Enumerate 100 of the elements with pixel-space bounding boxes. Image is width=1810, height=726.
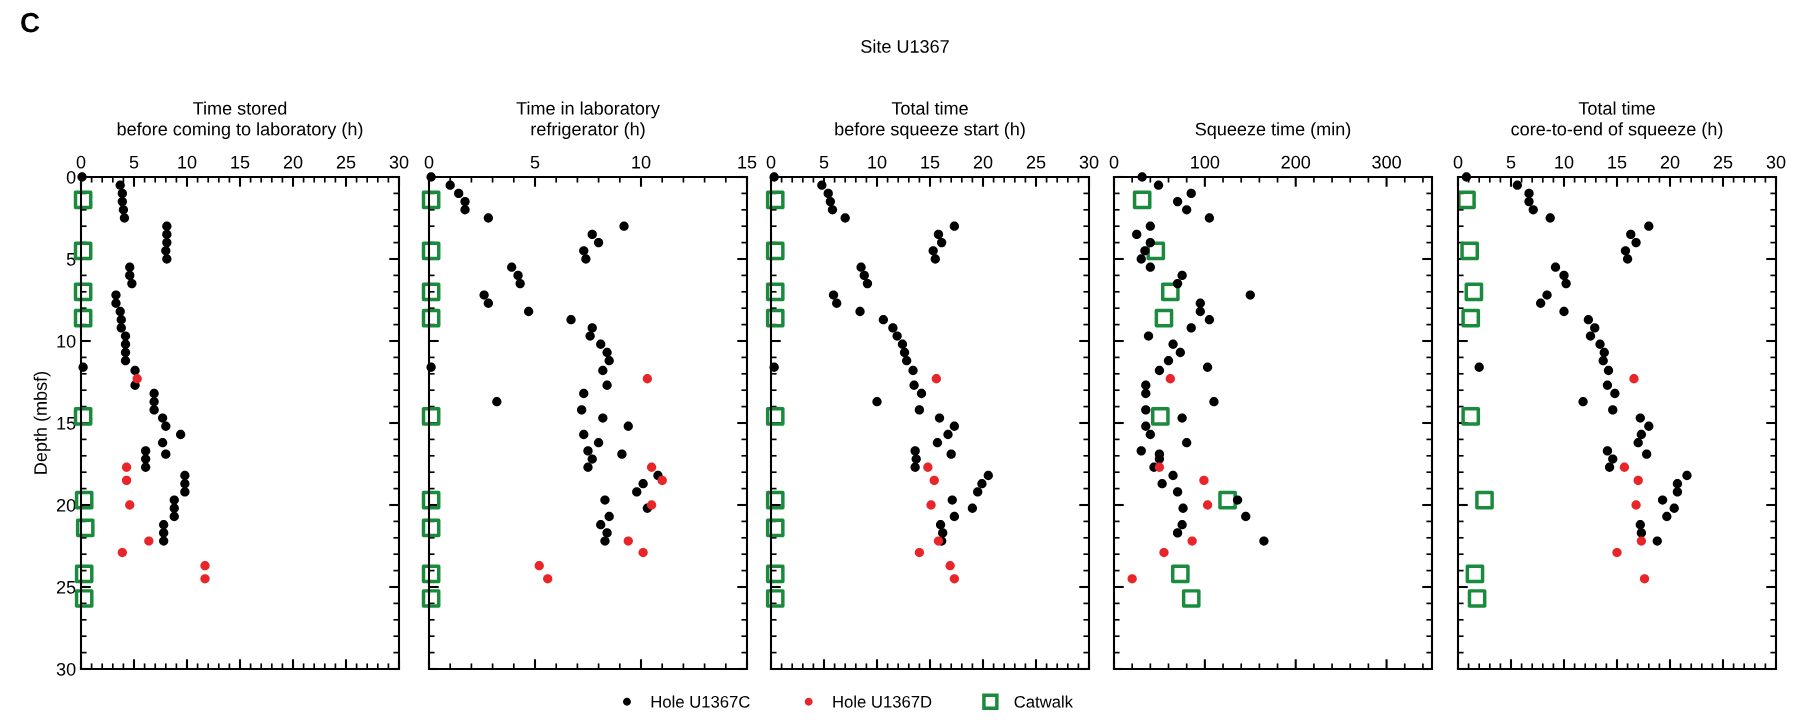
point [1636, 429, 1647, 440]
chart-title: Squeeze time (min) [1195, 122, 1351, 140]
point [125, 500, 135, 510]
point [583, 462, 593, 472]
point [1608, 454, 1618, 464]
point [523, 306, 534, 317]
point [587, 323, 597, 333]
point [1259, 536, 1269, 546]
point [642, 374, 653, 384]
point [1204, 315, 1215, 325]
point [162, 254, 172, 264]
point [1583, 315, 1594, 325]
point [1559, 306, 1569, 317]
point [1644, 221, 1654, 231]
point [111, 298, 121, 308]
point [585, 331, 595, 341]
point [200, 561, 210, 571]
point [862, 278, 873, 289]
point [1461, 308, 1481, 328]
point [78, 362, 88, 372]
point [576, 405, 587, 415]
point [1202, 362, 1213, 372]
x-tick-label: 5 [129, 155, 139, 169]
legend-label: Hole U1367C [651, 695, 750, 708]
point [1602, 380, 1613, 390]
point [1559, 270, 1569, 281]
x-tick-label: 25 [1026, 155, 1046, 169]
point [910, 446, 920, 456]
point [923, 462, 933, 472]
point [1669, 503, 1679, 513]
point [888, 323, 898, 333]
point [638, 479, 648, 489]
point [116, 323, 126, 333]
point [454, 188, 464, 199]
point [899, 347, 910, 358]
point [949, 574, 960, 584]
point [977, 479, 987, 489]
point [1181, 589, 1201, 608]
point [1635, 413, 1645, 423]
point [587, 229, 597, 240]
point [945, 561, 955, 571]
point [1154, 462, 1165, 472]
x-tick-label: 15 [921, 155, 940, 169]
point [947, 495, 957, 505]
point [1187, 536, 1197, 546]
x-tick-label: 30 [1079, 155, 1099, 169]
point [120, 331, 131, 341]
x-tick-label: 20 [1660, 155, 1680, 169]
x-tick-label: 100 [1191, 155, 1220, 169]
point [929, 475, 939, 486]
point [617, 449, 627, 459]
point [1204, 213, 1215, 223]
point [125, 270, 135, 281]
y-axis-title: Depth (mbsf) [33, 371, 51, 474]
point [1172, 528, 1183, 538]
point [200, 574, 210, 584]
point [1512, 180, 1523, 190]
point [1165, 374, 1175, 384]
point [604, 356, 614, 366]
point [1682, 470, 1692, 481]
point [911, 454, 921, 464]
point [77, 172, 87, 182]
point [1598, 356, 1608, 366]
point [943, 429, 953, 440]
x-tick-label: 10 [868, 155, 887, 169]
point [596, 520, 606, 530]
point [1163, 356, 1174, 366]
x-tick-label: 0 [1453, 155, 1463, 169]
point [579, 429, 589, 440]
point [657, 475, 667, 486]
chart-title: Time stored before coming to laboratory (h) [117, 101, 363, 140]
point [543, 574, 553, 584]
point [1550, 262, 1561, 272]
point [1595, 339, 1605, 349]
point [1141, 380, 1151, 390]
point [1460, 241, 1480, 261]
point [161, 449, 171, 459]
point [1141, 405, 1151, 415]
point [1636, 536, 1647, 546]
point [111, 290, 121, 300]
point [600, 536, 610, 546]
point [1585, 331, 1596, 341]
point [161, 421, 171, 431]
x-tick-label: 10 [632, 155, 651, 169]
point [1143, 331, 1154, 341]
point [132, 374, 142, 384]
y-tick-label: 0 [66, 170, 76, 184]
point [1245, 290, 1255, 300]
x-tick-label: 5 [530, 155, 540, 169]
point [1232, 495, 1243, 505]
point [117, 547, 127, 558]
point [1186, 188, 1196, 199]
point [1177, 413, 1187, 423]
point [169, 511, 179, 522]
point [931, 374, 942, 384]
point [1561, 278, 1571, 289]
point [593, 237, 604, 248]
point [623, 536, 633, 546]
point [1610, 388, 1620, 399]
point [934, 413, 945, 423]
